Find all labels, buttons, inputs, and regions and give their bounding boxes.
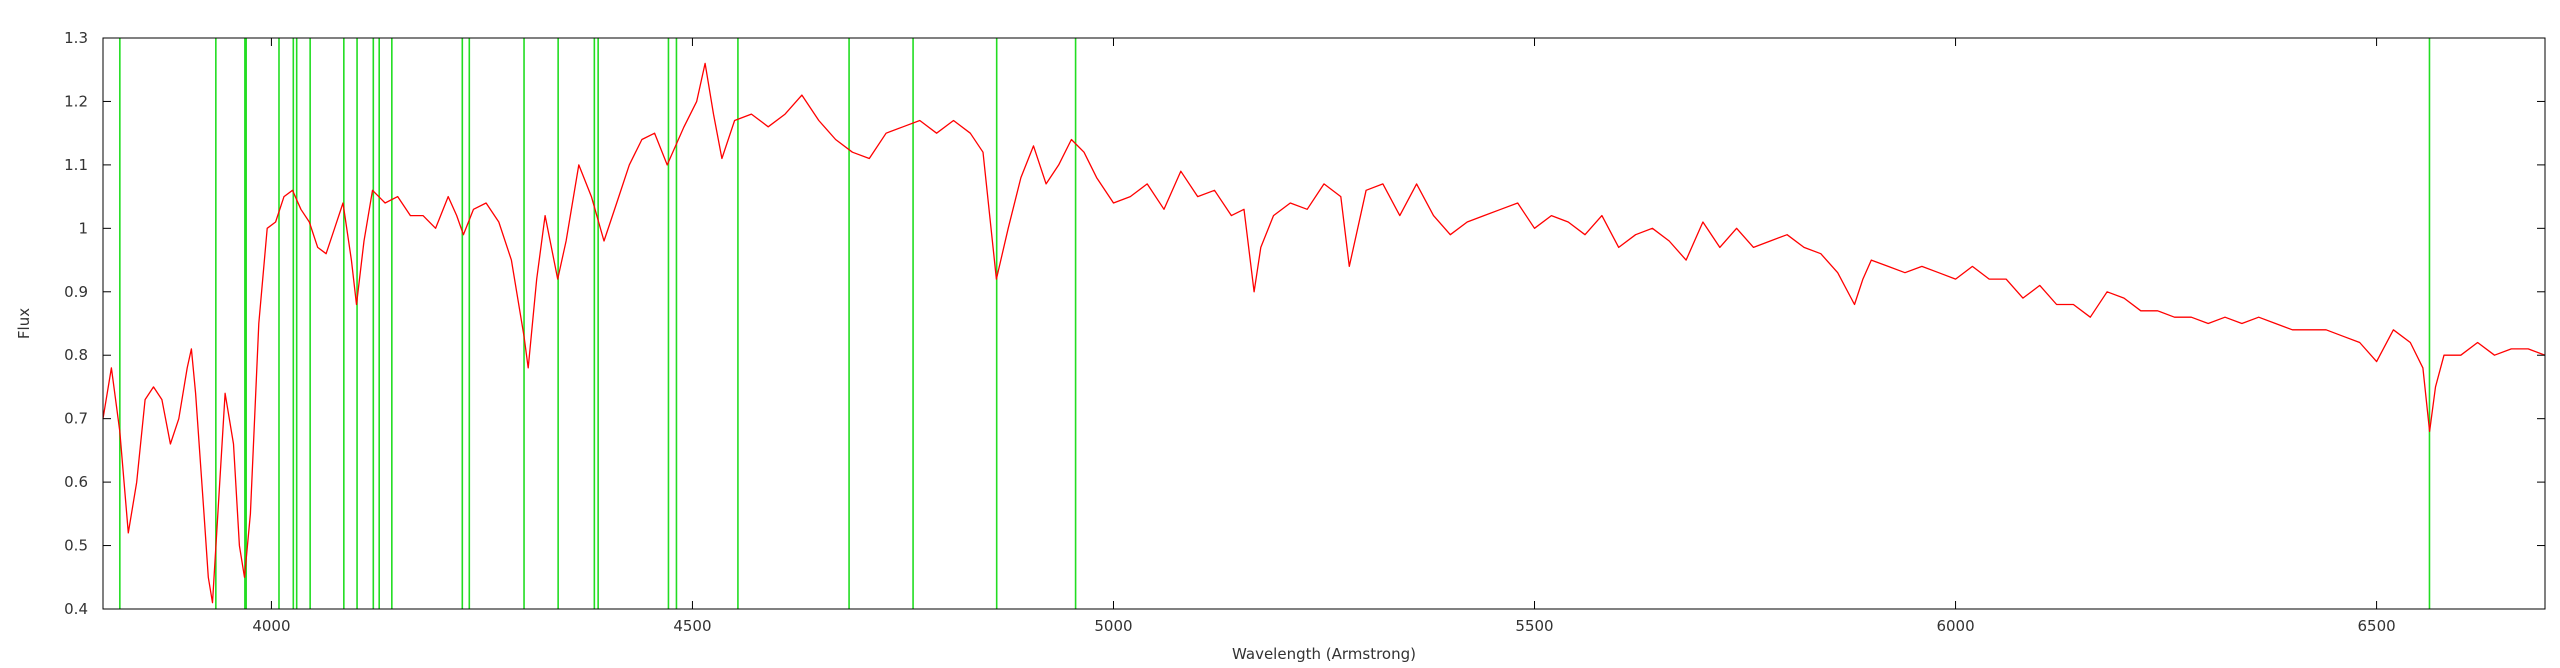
plot-frame [102,37,2546,610]
x-tick-label: 6000 [1936,617,1974,635]
y-axis-title: Flux [15,308,33,339]
y-axis: 0.4 0.5 0.6 0.7 0.8 0.9 1 1.1 1.2 1.3 [64,29,2545,618]
x-tick-label: 4500 [673,617,711,635]
x-axis: 4000 4500 5000 5500 6000 6500 [252,38,2396,635]
y-tick-label: 0.7 [64,410,88,428]
y-tick-label: 0.6 [64,473,88,491]
x-tick-label: 6500 [2357,617,2395,635]
reference-lines [119,38,2431,609]
y-tick-label: 0.9 [64,283,88,301]
y-tick-label: 0.5 [64,537,88,555]
y-tick-label: 1.2 [64,92,88,110]
x-tick-label: 4000 [252,617,290,635]
x-axis-title: Wavelength (Armstrong) [1232,645,1416,663]
y-tick-label: 0.4 [64,600,88,618]
x-tick-label: 5000 [1094,617,1132,635]
y-tick-label: 1 [78,219,88,237]
y-tick-label: 1.1 [64,156,88,174]
x-tick-label: 5500 [1515,617,1553,635]
series-layer [102,62,2546,604]
spectrum-line [102,62,2546,604]
y-tick-label: 0.8 [64,346,88,364]
y-tick-label: 1.3 [64,29,88,47]
